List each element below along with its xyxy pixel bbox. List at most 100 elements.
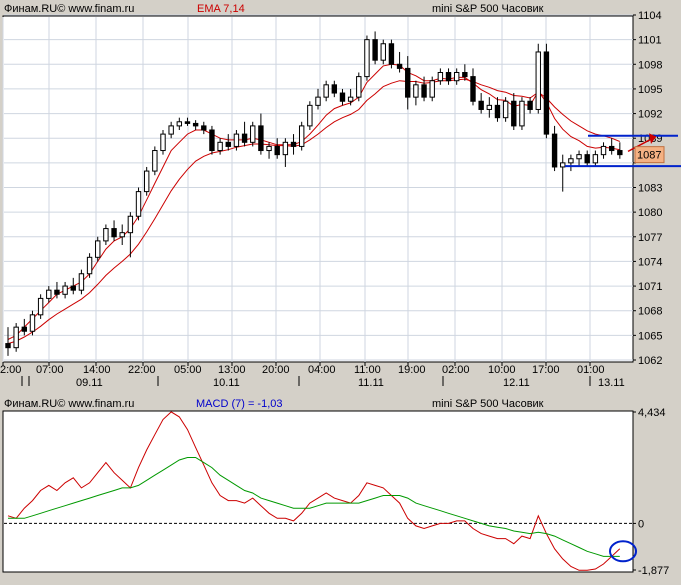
candle-body (347, 96, 354, 102)
candle-body (266, 145, 272, 152)
candle-body (511, 100, 517, 127)
last-price-label: 1087 (637, 150, 661, 162)
candle-body (396, 63, 403, 69)
macd-plot-area[interactable] (2, 410, 634, 573)
macd-y-tick-label: 4,434 (638, 407, 666, 419)
candle-body (54, 289, 60, 295)
candle-body (86, 256, 93, 275)
candle-body (13, 326, 19, 349)
candle-body (543, 51, 550, 135)
price-y-tick-label: 1092 (638, 109, 662, 121)
candle-body (617, 150, 623, 156)
candle-body (70, 285, 76, 291)
candle-body (176, 121, 183, 127)
candle-body (356, 76, 362, 98)
candle-body (600, 145, 607, 156)
price-indicator-label: EMA 7,14 (197, 3, 245, 15)
candle-body (37, 297, 44, 316)
candle-body (274, 145, 280, 156)
candle-body (5, 343, 11, 349)
price-y-tick-label: 1068 (638, 306, 662, 318)
time-tick-label: 10:00 (488, 364, 516, 376)
price-instrument-label: mini S&P 500 Часовик (432, 3, 544, 15)
candle-body (78, 273, 85, 291)
crossover-circle (609, 540, 637, 563)
candle-body (576, 154, 582, 160)
price-y-tick-label: 1104 (638, 10, 662, 22)
price-y-tick-label: 1080 (638, 207, 662, 219)
macd-main-line (7, 411, 621, 571)
price-y-tick-label: 1071 (638, 281, 662, 293)
date-tick-label: 13.11 (598, 377, 625, 389)
macd-source-label: Финам.RU© www.finam.ru (4, 398, 134, 410)
candle-body (29, 314, 36, 332)
candle-body (405, 67, 411, 98)
time-tick-label: 19:00 (398, 364, 426, 376)
candle-body (592, 154, 599, 164)
candle-body (250, 125, 256, 143)
candle-body (323, 84, 329, 98)
ema-lines (7, 63, 620, 345)
candle-body (307, 104, 313, 127)
last-price-marker (634, 146, 665, 164)
date-tick-label: 09.11 (76, 377, 103, 389)
candle-body (551, 133, 558, 168)
candle-body (46, 289, 52, 299)
candle-body (225, 141, 231, 147)
candle-body (168, 125, 174, 135)
candle-body (429, 80, 435, 98)
candle-body (282, 141, 289, 156)
candle-body (478, 100, 484, 110)
candle-body (437, 72, 444, 82)
time-tick-label: 13:00 (218, 364, 246, 376)
macd-annotation (609, 540, 637, 563)
candle-body (535, 51, 541, 110)
candlesticks (5, 31, 623, 356)
candle-body (143, 170, 150, 193)
price-y-tick-label: 1095 (638, 84, 662, 96)
macd-indicator-label: MACD (7) = -1,03 (196, 398, 283, 410)
price-y-tick-label: 1077 (638, 232, 662, 244)
candle-body (421, 84, 427, 98)
ema-fast-line (7, 63, 620, 340)
candle-body (62, 285, 68, 295)
candle-body (258, 125, 264, 152)
candle-body (152, 150, 158, 172)
macd-lines (7, 411, 621, 571)
time-tick-label: 07:00 (36, 364, 64, 376)
candle-body (95, 240, 101, 258)
time-tick-label: 11:00 (354, 364, 381, 376)
candle-body (201, 125, 207, 131)
candle-body (217, 141, 223, 152)
time-tick-label: 20:00 (262, 364, 290, 376)
candle-body (445, 72, 452, 82)
candle-body (519, 100, 525, 127)
time-tick-label: 14:00 (83, 364, 111, 376)
candle-body (119, 232, 125, 238)
price-plot-area[interactable] (2, 15, 634, 363)
candle-body (372, 39, 378, 61)
candle-body (388, 43, 395, 65)
price-grid (2, 14, 633, 362)
price-source-label: Финам.RU© www.finam.ru (4, 3, 134, 15)
candle-body (135, 191, 142, 217)
candle-body (608, 145, 615, 152)
price-y-tick-label: 1074 (638, 256, 662, 268)
price-y-tick-label: 1065 (638, 330, 662, 342)
time-tick-label: 2:00 (0, 364, 21, 376)
time-tick-label: 05:00 (174, 364, 202, 376)
price-y-axis: 1104110110981095109210891083108010771074… (633, 10, 662, 367)
candle-body (527, 100, 533, 110)
candle-body (103, 228, 109, 242)
candle-body (111, 228, 117, 238)
time-tick-label: 04:00 (308, 364, 336, 376)
candle-body (453, 72, 460, 82)
candle-body (184, 121, 191, 124)
candle-body (486, 104, 493, 110)
price-y-tick-label: 1101 (638, 35, 662, 47)
candle-body (298, 125, 305, 147)
candle-body (315, 96, 321, 106)
candle-body (160, 133, 166, 152)
